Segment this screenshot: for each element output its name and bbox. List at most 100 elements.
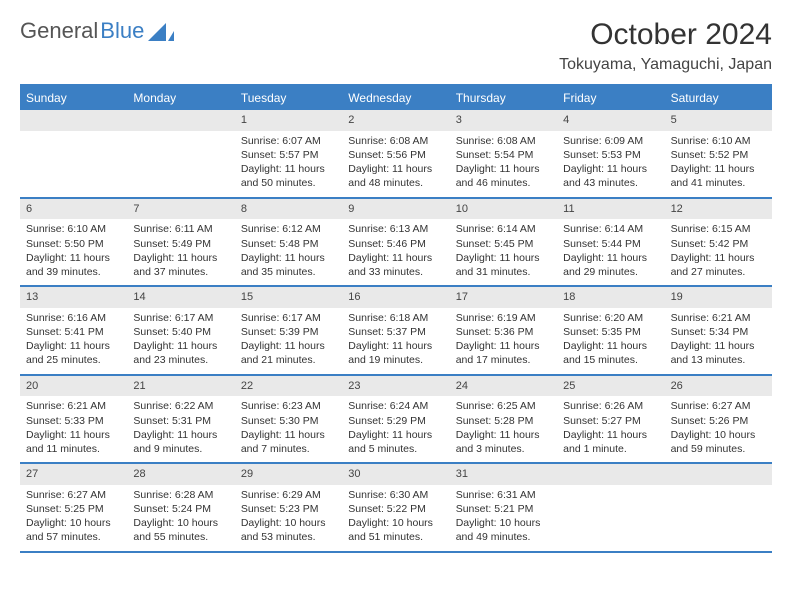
sunset-text: Sunset: 5:36 PM xyxy=(456,325,551,339)
day-details: Sunrise: 6:14 AMSunset: 5:45 PMDaylight:… xyxy=(450,219,557,285)
sunset-text: Sunset: 5:52 PM xyxy=(671,148,766,162)
day-details: Sunrise: 6:14 AMSunset: 5:44 PMDaylight:… xyxy=(557,219,664,285)
day-number: 26 xyxy=(665,376,772,397)
calendar-week: 13Sunrise: 6:16 AMSunset: 5:41 PMDayligh… xyxy=(20,287,772,376)
sunrise-text: Sunrise: 6:28 AM xyxy=(133,488,228,502)
day-details: Sunrise: 6:15 AMSunset: 5:42 PMDaylight:… xyxy=(665,219,772,285)
calendar-day-empty xyxy=(20,110,127,197)
daylight-text: and 1 minute. xyxy=(563,442,658,456)
header: GeneralBlue October 2024 Tokuyama, Yamag… xyxy=(20,18,772,74)
day-details: Sunrise: 6:23 AMSunset: 5:30 PMDaylight:… xyxy=(235,396,342,462)
sunset-text: Sunset: 5:25 PM xyxy=(26,502,121,516)
daylight-text: and 59 minutes. xyxy=(671,442,766,456)
daylight-text: and 27 minutes. xyxy=(671,265,766,279)
logo: GeneralBlue xyxy=(20,18,174,44)
sunset-text: Sunset: 5:26 PM xyxy=(671,414,766,428)
month-title: October 2024 xyxy=(559,18,772,52)
day-details: Sunrise: 6:08 AMSunset: 5:54 PMDaylight:… xyxy=(450,131,557,197)
daylight-text: and 33 minutes. xyxy=(348,265,443,279)
calendar-day: 14Sunrise: 6:17 AMSunset: 5:40 PMDayligh… xyxy=(127,287,234,374)
day-number xyxy=(557,464,664,485)
day-details: Sunrise: 6:27 AMSunset: 5:26 PMDaylight:… xyxy=(665,396,772,462)
daylight-text: and 9 minutes. xyxy=(133,442,228,456)
daylight-text: Daylight: 11 hours xyxy=(563,251,658,265)
sunset-text: Sunset: 5:42 PM xyxy=(671,237,766,251)
sunrise-text: Sunrise: 6:29 AM xyxy=(241,488,336,502)
day-details: Sunrise: 6:09 AMSunset: 5:53 PMDaylight:… xyxy=(557,131,664,197)
day-details: Sunrise: 6:11 AMSunset: 5:49 PMDaylight:… xyxy=(127,219,234,285)
sunset-text: Sunset: 5:23 PM xyxy=(241,502,336,516)
daylight-text: and 39 minutes. xyxy=(26,265,121,279)
daylight-text: and 19 minutes. xyxy=(348,353,443,367)
weekday-label: Monday xyxy=(127,86,234,110)
day-number: 5 xyxy=(665,110,772,131)
day-details: Sunrise: 6:18 AMSunset: 5:37 PMDaylight:… xyxy=(342,308,449,374)
daylight-text: and 57 minutes. xyxy=(26,530,121,544)
day-details: Sunrise: 6:07 AMSunset: 5:57 PMDaylight:… xyxy=(235,131,342,197)
day-details: Sunrise: 6:26 AMSunset: 5:27 PMDaylight:… xyxy=(557,396,664,462)
calendar-day: 10Sunrise: 6:14 AMSunset: 5:45 PMDayligh… xyxy=(450,199,557,286)
calendar-day: 17Sunrise: 6:19 AMSunset: 5:36 PMDayligh… xyxy=(450,287,557,374)
calendar-day: 28Sunrise: 6:28 AMSunset: 5:24 PMDayligh… xyxy=(127,464,234,551)
calendar-day: 25Sunrise: 6:26 AMSunset: 5:27 PMDayligh… xyxy=(557,376,664,463)
daylight-text: Daylight: 11 hours xyxy=(456,428,551,442)
sunset-text: Sunset: 5:27 PM xyxy=(563,414,658,428)
calendar-day: 27Sunrise: 6:27 AMSunset: 5:25 PMDayligh… xyxy=(20,464,127,551)
sunrise-text: Sunrise: 6:14 AM xyxy=(563,222,658,236)
daylight-text: and 51 minutes. xyxy=(348,530,443,544)
sunset-text: Sunset: 5:37 PM xyxy=(348,325,443,339)
sunrise-text: Sunrise: 6:24 AM xyxy=(348,399,443,413)
day-number xyxy=(665,464,772,485)
daylight-text: Daylight: 11 hours xyxy=(563,162,658,176)
day-number: 20 xyxy=(20,376,127,397)
daylight-text: Daylight: 11 hours xyxy=(671,251,766,265)
weekday-label: Sunday xyxy=(20,86,127,110)
day-number: 31 xyxy=(450,464,557,485)
daylight-text: and 29 minutes. xyxy=(563,265,658,279)
sunrise-text: Sunrise: 6:17 AM xyxy=(133,311,228,325)
calendar-day: 18Sunrise: 6:20 AMSunset: 5:35 PMDayligh… xyxy=(557,287,664,374)
sunrise-text: Sunrise: 6:12 AM xyxy=(241,222,336,236)
day-details: Sunrise: 6:08 AMSunset: 5:56 PMDaylight:… xyxy=(342,131,449,197)
calendar-week: 20Sunrise: 6:21 AMSunset: 5:33 PMDayligh… xyxy=(20,376,772,465)
daylight-text: Daylight: 11 hours xyxy=(26,251,121,265)
sunrise-text: Sunrise: 6:09 AM xyxy=(563,134,658,148)
day-details: Sunrise: 6:19 AMSunset: 5:36 PMDaylight:… xyxy=(450,308,557,374)
daylight-text: and 55 minutes. xyxy=(133,530,228,544)
sunrise-text: Sunrise: 6:20 AM xyxy=(563,311,658,325)
day-number: 28 xyxy=(127,464,234,485)
day-number: 27 xyxy=(20,464,127,485)
day-details: Sunrise: 6:25 AMSunset: 5:28 PMDaylight:… xyxy=(450,396,557,462)
calendar-day: 23Sunrise: 6:24 AMSunset: 5:29 PMDayligh… xyxy=(342,376,449,463)
calendar-day: 20Sunrise: 6:21 AMSunset: 5:33 PMDayligh… xyxy=(20,376,127,463)
daylight-text: Daylight: 11 hours xyxy=(26,339,121,353)
daylight-text: and 15 minutes. xyxy=(563,353,658,367)
daylight-text: Daylight: 11 hours xyxy=(348,251,443,265)
daylight-text: and 23 minutes. xyxy=(133,353,228,367)
daylight-text: Daylight: 11 hours xyxy=(671,162,766,176)
day-details: Sunrise: 6:27 AMSunset: 5:25 PMDaylight:… xyxy=(20,485,127,551)
day-number: 13 xyxy=(20,287,127,308)
daylight-text: Daylight: 11 hours xyxy=(563,428,658,442)
sunrise-text: Sunrise: 6:10 AM xyxy=(671,134,766,148)
day-number: 6 xyxy=(20,199,127,220)
sunrise-text: Sunrise: 6:16 AM xyxy=(26,311,121,325)
day-number: 24 xyxy=(450,376,557,397)
sunrise-text: Sunrise: 6:11 AM xyxy=(133,222,228,236)
logo-sail-icon xyxy=(148,21,174,41)
daylight-text: Daylight: 10 hours xyxy=(348,516,443,530)
daylight-text: Daylight: 10 hours xyxy=(133,516,228,530)
calendar-day: 29Sunrise: 6:29 AMSunset: 5:23 PMDayligh… xyxy=(235,464,342,551)
calendar-day: 16Sunrise: 6:18 AMSunset: 5:37 PMDayligh… xyxy=(342,287,449,374)
weekday-label: Friday xyxy=(557,86,664,110)
day-number: 19 xyxy=(665,287,772,308)
sunset-text: Sunset: 5:48 PM xyxy=(241,237,336,251)
daylight-text: Daylight: 11 hours xyxy=(133,251,228,265)
day-details: Sunrise: 6:21 AMSunset: 5:34 PMDaylight:… xyxy=(665,308,772,374)
day-number: 17 xyxy=(450,287,557,308)
calendar-day: 6Sunrise: 6:10 AMSunset: 5:50 PMDaylight… xyxy=(20,199,127,286)
sunset-text: Sunset: 5:46 PM xyxy=(348,237,443,251)
calendar-day-empty xyxy=(557,464,664,551)
daylight-text: and 48 minutes. xyxy=(348,176,443,190)
sunrise-text: Sunrise: 6:15 AM xyxy=(671,222,766,236)
